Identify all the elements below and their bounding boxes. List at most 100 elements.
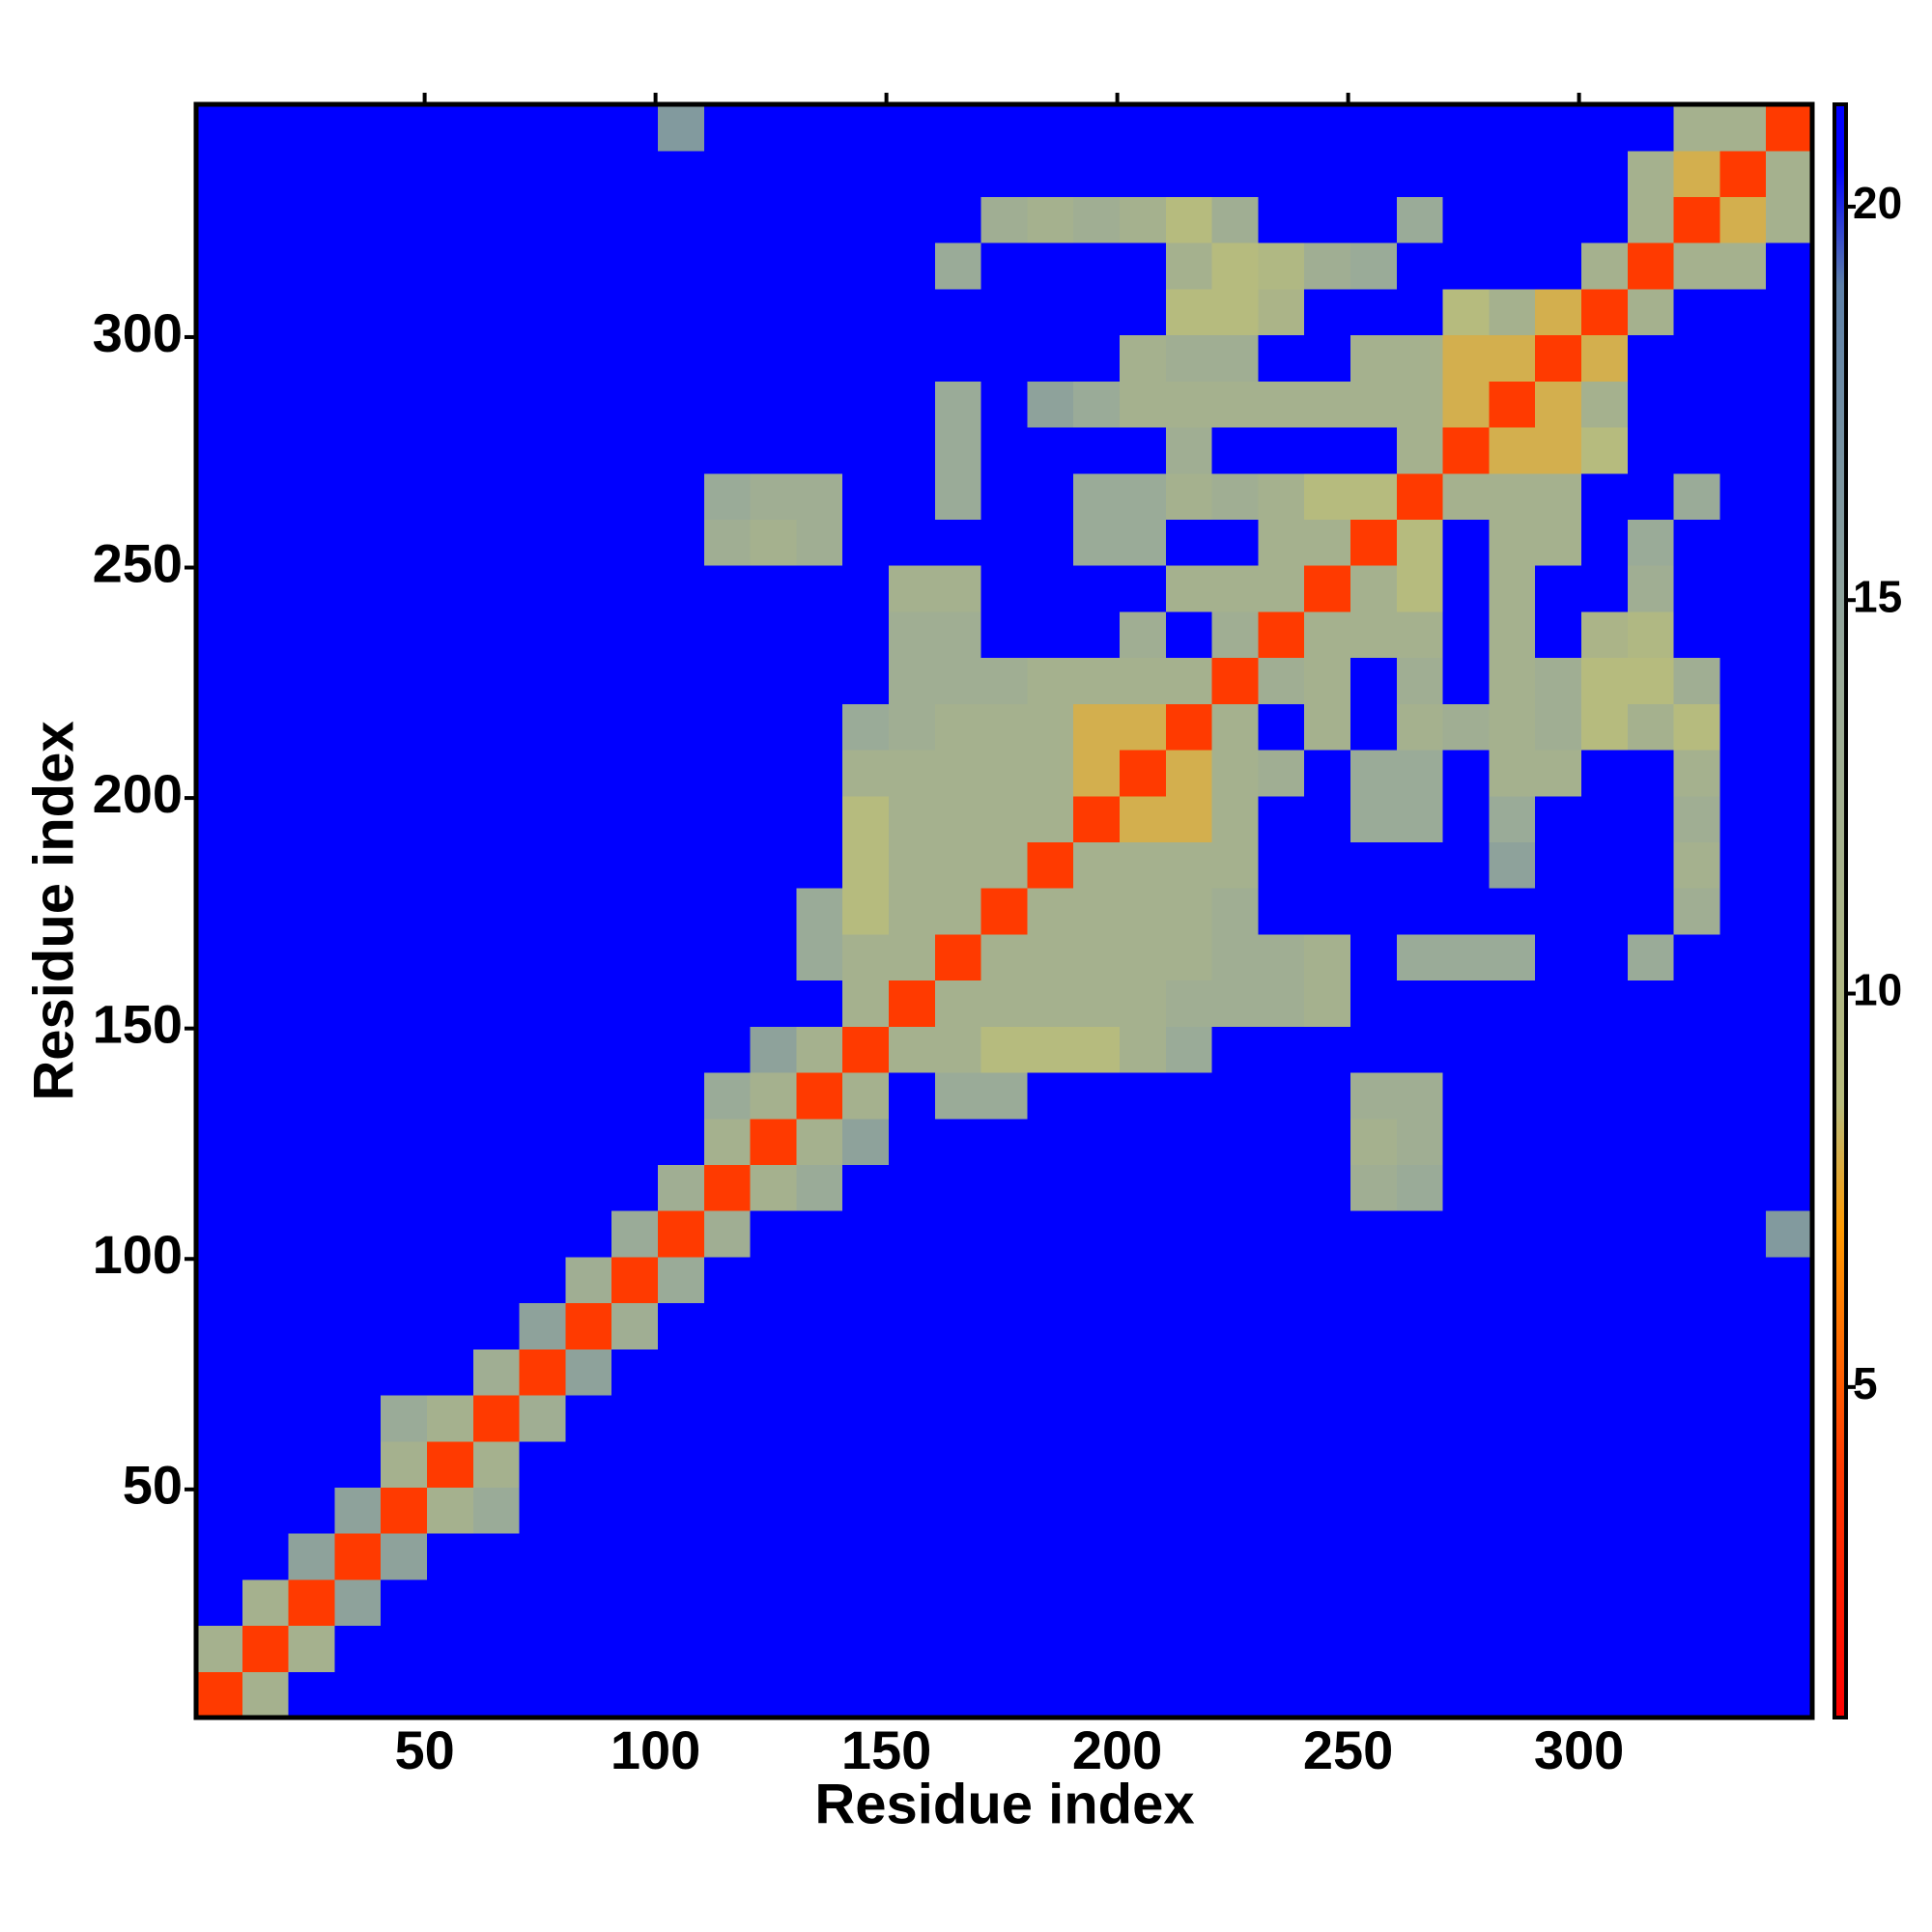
heatmap-cell: [1258, 703, 1305, 751]
heatmap-cell: [934, 334, 982, 382]
heatmap-cell: [1766, 1256, 1813, 1304]
heatmap-cell: [1442, 933, 1490, 981]
heatmap-cell: [288, 795, 335, 843]
heatmap-cell: [1489, 1395, 1536, 1442]
heatmap-cell: [980, 104, 1028, 152]
heatmap-cell: [1304, 196, 1351, 243]
heatmap-cell: [519, 1026, 566, 1073]
heatmap-cell: [427, 519, 474, 566]
heatmap-cell: [1396, 611, 1444, 659]
heatmap-cell: [1442, 1671, 1490, 1719]
heatmap-cell: [288, 1026, 335, 1073]
heatmap-cell: [889, 519, 936, 566]
heatmap-cell: [980, 1671, 1028, 1719]
heatmap-cell: [242, 1671, 290, 1719]
heatmap-cell: [1258, 1349, 1305, 1396]
heatmap-cell: [1766, 196, 1813, 243]
heatmap-cell: [1766, 150, 1813, 198]
heatmap-cell: [1165, 1118, 1213, 1166]
heatmap-cell: [1027, 1210, 1074, 1258]
heatmap-cell: [658, 657, 705, 704]
heatmap-cell: [1165, 795, 1213, 843]
heatmap-cell: [1073, 1533, 1121, 1580]
heatmap-cell: [1766, 795, 1813, 843]
heatmap-cell: [427, 565, 474, 612]
heatmap-cell: [796, 1671, 843, 1719]
heatmap-cell: [1027, 933, 1074, 981]
heatmap-cell: [703, 242, 752, 290]
heatmap-cell: [1673, 1578, 1720, 1627]
heatmap-cell: [934, 1118, 982, 1166]
heatmap-cell: [565, 888, 612, 935]
heatmap-cell: [1581, 703, 1629, 751]
heatmap-cell: [750, 703, 797, 751]
heatmap-cell: [1627, 565, 1675, 612]
heatmap-cell: [842, 1118, 890, 1166]
heatmap-cell: [750, 795, 797, 843]
heatmap-cell: [1627, 980, 1675, 1027]
heatmap-cell: [1766, 841, 1813, 889]
heatmap-cell: [565, 196, 612, 243]
heatmap-cell: [1535, 1487, 1582, 1534]
heatmap-cell: [1581, 196, 1629, 243]
heatmap-cell: [889, 888, 936, 935]
heatmap-cell: [196, 565, 243, 612]
heatmap-cell: [1673, 1487, 1720, 1534]
heatmap-cell: [334, 1395, 382, 1442]
heatmap-cell: [658, 1578, 705, 1627]
heatmap-cell: [934, 1349, 982, 1396]
heatmap-cell: [1535, 242, 1582, 290]
heatmap-cell: [242, 334, 290, 382]
heatmap-cell: [427, 1302, 474, 1350]
heatmap-cell: [842, 288, 890, 336]
heatmap-cell: [658, 980, 705, 1027]
heatmap-cell: [750, 1302, 797, 1350]
heatmap-cell: [519, 1578, 566, 1627]
heatmap-cell: [565, 427, 612, 474]
heatmap-cell: [1719, 104, 1767, 152]
heatmap-cell: [750, 1164, 797, 1211]
heatmap-cell: [427, 1026, 474, 1073]
heatmap-cell: [565, 1395, 612, 1442]
heatmap-cell: [1027, 1487, 1074, 1534]
heatmap-cell: [611, 611, 659, 659]
heatmap-cell: [1766, 657, 1813, 704]
heatmap-cell: [381, 196, 428, 243]
heatmap-cell: [1581, 611, 1629, 659]
heatmap-cell: [980, 1533, 1028, 1580]
heatmap-cell: [1258, 472, 1305, 521]
heatmap-cell: [565, 980, 612, 1027]
heatmap-cell: [1165, 1210, 1213, 1258]
heatmap-cell: [1304, 1026, 1351, 1073]
heatmap-cell: [1211, 1487, 1259, 1534]
heatmap-cell: [611, 104, 659, 152]
heatmap-cell: [980, 288, 1028, 336]
heatmap-cell: [1211, 980, 1259, 1027]
heatmap-cell: [658, 750, 705, 797]
heatmap-cell: [980, 1256, 1028, 1304]
heatmap-cell: [750, 196, 797, 243]
heatmap-cell: [519, 104, 566, 152]
heatmap-cell: [1535, 1026, 1582, 1073]
heatmap-cell: [242, 1533, 290, 1580]
heatmap-cell: [1396, 472, 1444, 521]
heatmap-cell: [1258, 519, 1305, 566]
heatmap-cell: [288, 611, 335, 659]
heatmap-cell: [1073, 1395, 1121, 1442]
heatmap-cell: [980, 1625, 1028, 1672]
heatmap-cell: [658, 1118, 705, 1166]
heatmap-cell: [196, 841, 243, 889]
heatmap-cell: [658, 611, 705, 659]
heatmap-cell: [1073, 1578, 1121, 1627]
heatmap-cell: [1581, 1395, 1629, 1442]
heatmap-cell: [1350, 427, 1398, 474]
heatmap-cell: [1304, 1349, 1351, 1396]
heatmap-cell: [1581, 334, 1629, 382]
heatmap-cell: [1073, 1302, 1121, 1350]
heatmap-cell: [1673, 888, 1720, 935]
heatmap-cell: [1489, 1256, 1536, 1304]
heatmap-cell: [1073, 381, 1121, 428]
heatmap-cell: [1350, 795, 1398, 843]
heatmap-cell: [1350, 1349, 1398, 1396]
heatmap-cell: [1350, 1256, 1398, 1304]
